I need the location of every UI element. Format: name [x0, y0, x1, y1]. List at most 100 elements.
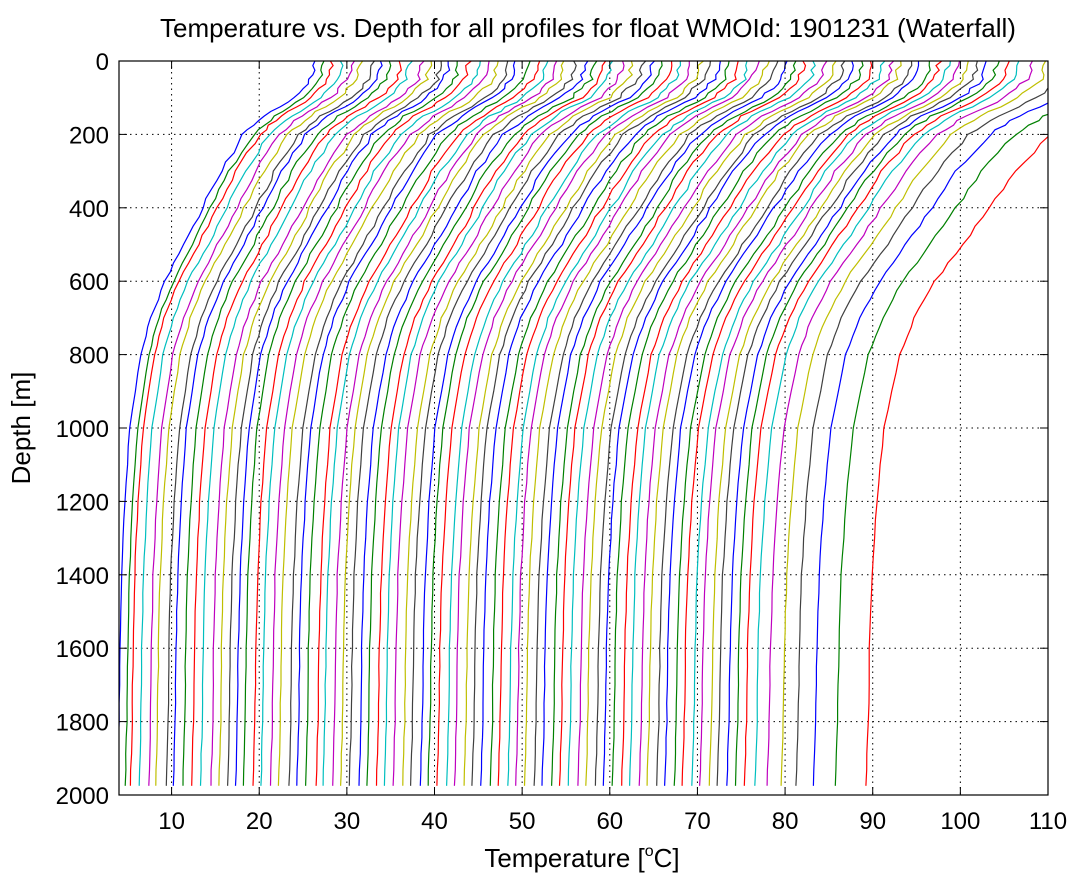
profile-line — [234, 61, 451, 786]
x-axis-label-suffix: C] — [654, 843, 680, 873]
profile-line — [227, 61, 443, 786]
profile-line — [332, 61, 558, 786]
profile-line — [638, 61, 895, 786]
profile-line — [172, 61, 383, 786]
profile-line — [673, 61, 931, 786]
profile-lines — [119, 61, 1048, 786]
profile-line — [812, 102, 1048, 786]
profile-line — [585, 61, 837, 786]
profile-line — [453, 61, 690, 786]
profile-line — [834, 113, 1048, 786]
profile-line — [277, 61, 499, 786]
profile-line — [523, 61, 770, 786]
y-tick-label: 1800 — [56, 710, 109, 737]
axis-ticks — [119, 60, 1049, 796]
profile-line — [340, 61, 565, 786]
profile-line — [191, 61, 402, 786]
profile-line — [348, 61, 577, 786]
profile-line — [296, 61, 516, 786]
profile-line — [691, 61, 951, 786]
profile-line — [375, 61, 607, 786]
x-tick-label: 20 — [246, 808, 273, 835]
profile-line — [621, 61, 873, 786]
y-tick-label: 800 — [69, 343, 109, 370]
profile-line — [129, 61, 334, 786]
profile-line — [427, 61, 663, 786]
profile-line — [315, 61, 541, 786]
profile-line — [567, 61, 816, 786]
profile-line — [734, 61, 1000, 786]
profile-line — [699, 61, 961, 786]
profile-line — [148, 61, 355, 786]
y-tick-label: 1000 — [56, 416, 109, 443]
y-axis-tick-labels: 0 200 400 600 800 1000 1200 1400 1600 1800 2000 — [56, 49, 109, 810]
x-tick-label: 40 — [421, 808, 448, 835]
y-tick-label: 2000 — [56, 783, 109, 810]
profile-line — [507, 61, 748, 786]
profile-line — [754, 61, 1020, 786]
profile-line — [480, 61, 721, 786]
profile-line — [199, 61, 413, 786]
profile-line — [436, 61, 673, 786]
x-tick-label: 50 — [509, 808, 536, 835]
profile-line — [252, 61, 472, 786]
y-axis-label: Depth [m] — [6, 372, 36, 485]
x-tick-label: 10 — [158, 808, 185, 835]
profile-line — [716, 61, 979, 786]
profile-line — [577, 61, 828, 786]
profile-line — [182, 61, 392, 786]
profile-line — [463, 61, 704, 786]
x-tick-label: 80 — [772, 808, 799, 835]
x-axis-label-superscript: o — [645, 843, 654, 860]
y-tick-label: 1400 — [56, 563, 109, 590]
x-tick-label: 100 — [940, 808, 980, 835]
profile-line — [446, 61, 682, 786]
profile-line — [515, 61, 760, 786]
profile-line — [594, 61, 846, 786]
profile-line — [218, 61, 433, 786]
x-axis-label: Temperature [oC] — [484, 843, 679, 873]
profile-line — [865, 135, 1048, 786]
profile-line — [119, 61, 316, 738]
profile-line — [124, 61, 325, 786]
profile-line — [681, 61, 943, 786]
profile-line — [269, 61, 490, 786]
profile-line — [656, 61, 913, 786]
profile-line — [471, 61, 711, 786]
x-tick-label: 70 — [684, 808, 711, 835]
y-tick-label: 1600 — [56, 636, 109, 663]
profile-line — [210, 61, 425, 786]
profile-line — [766, 61, 1033, 786]
profile-line — [383, 61, 614, 786]
profile-line — [392, 61, 625, 786]
profile-line — [795, 87, 1048, 786]
profile-line — [305, 61, 531, 786]
profile-line — [664, 61, 920, 786]
y-tick-label: 400 — [69, 196, 109, 223]
profile-lines-clipped — [119, 61, 1048, 786]
profile-line — [726, 61, 987, 786]
x-tick-label: 110 — [1029, 808, 1067, 835]
profile-line — [646, 61, 902, 786]
profile-line — [242, 61, 460, 786]
profile-line — [288, 61, 509, 786]
y-tick-label: 1200 — [56, 489, 109, 516]
profile-line — [497, 61, 739, 786]
profile-line — [419, 61, 655, 786]
profile-line — [358, 61, 589, 786]
profile-line — [611, 61, 864, 786]
profile-line — [629, 61, 886, 786]
x-axis-label-prefix: Temperature [ — [484, 843, 645, 873]
profile-line — [322, 61, 549, 786]
x-tick-label: 90 — [859, 808, 886, 835]
profile-line — [366, 61, 598, 786]
profile-line — [602, 61, 854, 786]
profile-line — [155, 61, 364, 786]
y-tick-label: 0 — [96, 49, 109, 76]
profile-line — [138, 61, 344, 786]
profile-line — [489, 61, 730, 786]
profile-line — [558, 61, 807, 786]
x-tick-label: 30 — [334, 808, 361, 835]
profile-line — [533, 61, 779, 786]
